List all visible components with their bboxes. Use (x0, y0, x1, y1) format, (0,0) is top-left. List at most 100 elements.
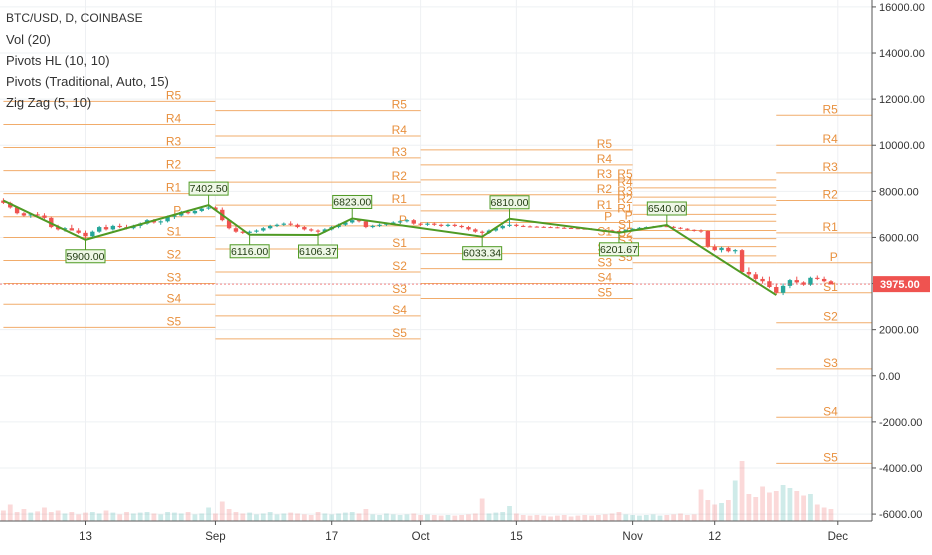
indicator-pivots-traditional[interactable]: Pivots (Traditional, Auto, 15) (6, 74, 169, 89)
candle-body (295, 224, 300, 228)
volume-bar (219, 501, 225, 521)
candle-body (308, 229, 314, 231)
zigzag-label-box (298, 244, 339, 259)
x-tick-label: Nov (622, 531, 643, 543)
volume-bar (568, 516, 574, 521)
volume-bar (767, 492, 772, 521)
volume-bar (712, 504, 718, 521)
candle-body (691, 229, 697, 231)
candle-body (575, 228, 581, 230)
candle-body (261, 228, 266, 231)
volume-bar (301, 514, 307, 521)
volume-bar (267, 512, 273, 521)
zigzag-label: 6810.00 (491, 197, 529, 209)
indicator-zigzag[interactable]: Zig Zag (5, 10) (6, 95, 92, 110)
volume-bar (637, 515, 642, 521)
candle-body (438, 224, 444, 226)
volume-bar (684, 515, 690, 521)
volume-bar (349, 512, 355, 521)
candle-body (322, 229, 328, 232)
y-tick-label: 6000.00 (879, 232, 919, 244)
volume-bar (698, 489, 704, 521)
pivot-label-p: P (399, 213, 407, 227)
candle-body (821, 278, 827, 282)
volume-bar (377, 515, 382, 521)
candle-body (705, 230, 711, 247)
volume-bars (1, 461, 834, 521)
volume-bar (390, 514, 396, 521)
pivot-label-s4: S4 (823, 404, 838, 418)
volume-bar (418, 515, 424, 521)
pivot-label-p: P (604, 209, 612, 223)
volume-bar (459, 515, 465, 521)
candle-body (42, 215, 47, 218)
zigzag-label-box (598, 242, 639, 257)
candle-body (14, 207, 20, 214)
candle-body (199, 208, 204, 211)
candle-body (698, 230, 704, 232)
volume-bar (35, 511, 41, 521)
volume-bar (555, 515, 560, 521)
pivot-label-r3: R3 (597, 167, 613, 181)
zigzag-label: 6106.37 (299, 246, 337, 258)
volume-bar (486, 513, 492, 521)
pivot-label-p: P (830, 250, 838, 264)
volume-bar (336, 513, 341, 521)
candle-body (62, 228, 68, 230)
pivot-label-s4: S4 (597, 271, 612, 285)
volume-bar (794, 491, 800, 521)
pivot-label-s5: S5 (167, 314, 182, 328)
volume-bar (69, 512, 75, 521)
candle-body (35, 214, 40, 216)
candle-body (404, 220, 410, 222)
candle-body (377, 224, 382, 226)
volume-bar (206, 507, 211, 521)
current-price-badge (873, 276, 930, 293)
x-tick-label: Dec (828, 531, 849, 543)
candle-body (90, 231, 95, 237)
indicator-volume[interactable]: Vol (20) (6, 32, 51, 47)
volume-bar (342, 512, 348, 521)
candle-body (370, 225, 375, 228)
volume-bar (288, 512, 294, 521)
volume-bar (240, 513, 246, 521)
volume-bar (479, 498, 485, 521)
volume-bar (746, 494, 752, 521)
candle-body (206, 207, 211, 209)
candle-body (493, 228, 499, 231)
symbol-title[interactable]: BTC/USD, D, COINBASE (6, 11, 143, 25)
volume-bar (650, 514, 656, 521)
pivot-label-r1: R1 (166, 181, 182, 195)
candle-body (83, 232, 88, 237)
volume-bar (821, 507, 827, 521)
volume-bar (801, 495, 807, 521)
volume-bar (739, 461, 745, 521)
candle-body (172, 215, 177, 217)
candle-body (274, 224, 280, 226)
candle-body (233, 228, 239, 232)
x-axis: 13 Sep 17 Oct 15 Nov 12 Dec (0, 520, 872, 543)
x-tick-label: 17 (325, 531, 338, 543)
candle-body (343, 222, 348, 225)
volume-bar (192, 514, 198, 521)
pivot-label-s1: S1 (618, 218, 633, 232)
pivot-label-r1: R1 (392, 192, 408, 206)
volume-bar (137, 512, 143, 521)
candle-body (315, 230, 321, 232)
candle-body (185, 212, 191, 214)
volume-bar (773, 491, 779, 521)
pivot-label-s2: S2 (823, 310, 838, 324)
candle-body (288, 223, 293, 225)
volume-bar (370, 514, 376, 521)
indicator-pivots-hl[interactable]: Pivots HL (10, 10) (6, 53, 110, 68)
volume-bar (281, 513, 287, 521)
volume-bar (609, 513, 615, 521)
volume-bar (42, 507, 47, 521)
volume-bar (589, 515, 594, 521)
candle-body (363, 221, 369, 228)
candle-body (459, 225, 464, 228)
pivot-label-s5: S5 (597, 286, 612, 300)
volume-bar (158, 514, 164, 521)
